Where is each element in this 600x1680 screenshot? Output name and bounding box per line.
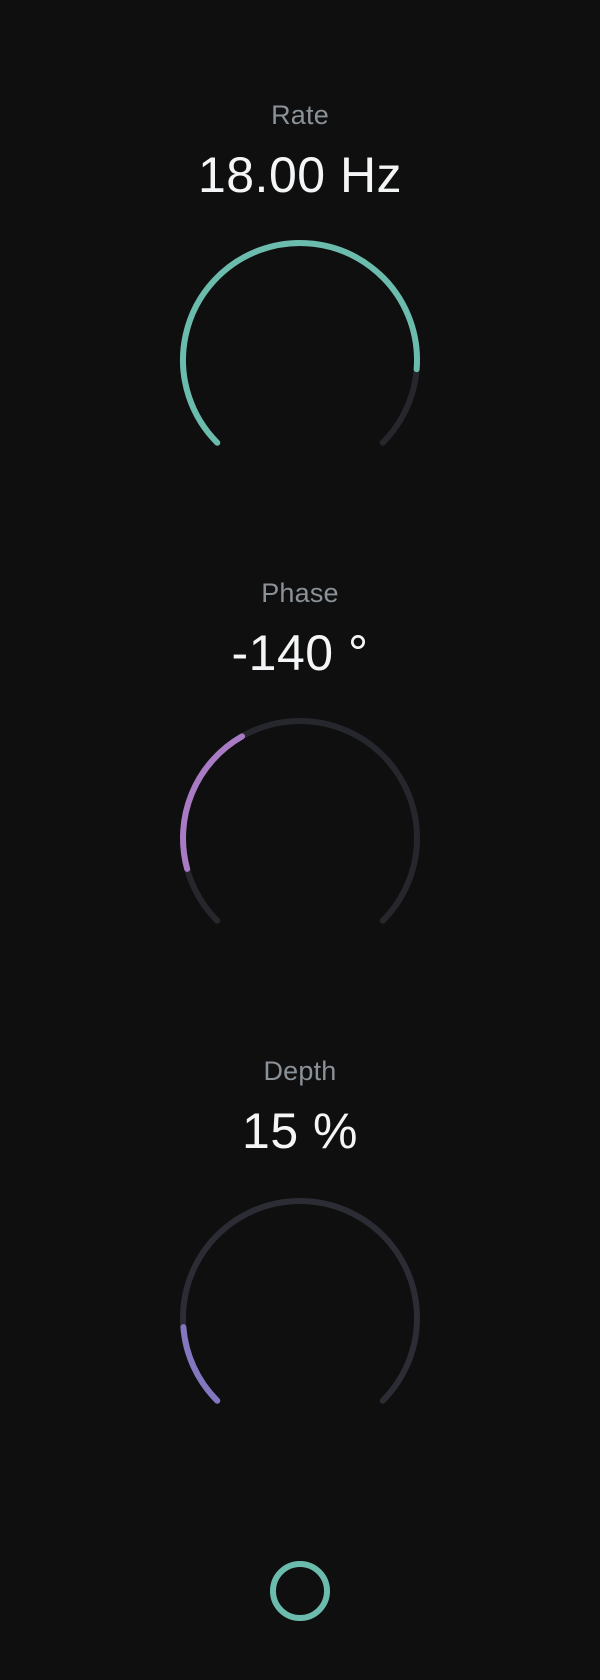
rate-knob-fill [180, 240, 420, 446]
toggle-ring [270, 1561, 330, 1621]
phase-knob-block: Phase -140 ° [0, 0, 600, 924]
depth-knob[interactable] [170, 1188, 430, 1448]
rate-knob[interactable] [170, 230, 430, 490]
phase-knob-fill [180, 733, 246, 872]
depth-label: Depth [263, 1056, 337, 1086]
phase-value[interactable]: -140 ° [231, 625, 369, 681]
depth-knob-block: Depth 15 % [0, 0, 600, 1404]
phase-label: Phase [261, 578, 339, 608]
depth-value[interactable]: 15 % [242, 1103, 358, 1159]
rate-knob-block: Rate 18.00 Hz [0, 0, 600, 446]
rate-label: Rate [271, 100, 329, 130]
phase-knob[interactable] [170, 708, 430, 968]
depth-knob-fill [180, 1324, 221, 1404]
circle-ring-icon[interactable] [267, 1558, 333, 1624]
depth-knob-track [180, 1197, 420, 1404]
rate-value[interactable]: 18.00 Hz [197, 147, 403, 203]
